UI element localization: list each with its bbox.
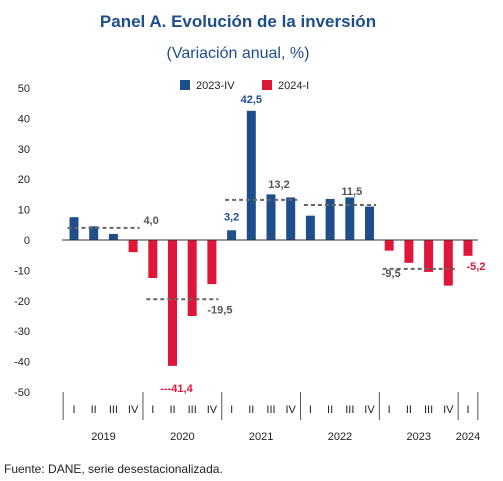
quarter-label: IV — [443, 404, 454, 416]
quarter-label: I — [388, 404, 391, 416]
year-label: 2024 — [456, 431, 480, 443]
bar — [345, 197, 355, 240]
max-label: 42,5 — [241, 94, 262, 106]
bar — [227, 230, 237, 240]
avg-label: 11,5 — [341, 186, 362, 198]
bar — [463, 240, 473, 256]
quarter-label: I — [466, 404, 469, 416]
year-label: 2022 — [328, 431, 352, 443]
bar — [424, 240, 434, 272]
quarter-label: IV — [285, 404, 296, 416]
legend-label-2023iv: 2023-IV — [196, 80, 235, 92]
value-label: 3,2 — [224, 211, 239, 223]
legend: 2023-IV 2024-I — [180, 80, 309, 92]
year-label: 2023 — [407, 431, 431, 443]
legend-swatch-2024i — [262, 80, 272, 90]
y-tick-label: -30 — [14, 326, 30, 338]
bar — [128, 240, 138, 253]
quarter-label: I — [230, 404, 233, 416]
quarter-label: III — [109, 404, 118, 416]
legend-label-2024i: 2024-I — [278, 80, 309, 92]
bar — [89, 226, 99, 240]
y-tick-label: -20 — [14, 296, 30, 308]
quarter-label: I — [151, 404, 154, 416]
bar — [207, 240, 217, 285]
legend-swatch-2023iv — [180, 80, 190, 90]
bar — [69, 217, 79, 240]
y-tick-label: -40 — [14, 357, 30, 369]
data-labels: 4,0 ---41,4 -19,5 3,2 42,5 13,2 11,5 -9,5 -5,2 — [143, 94, 485, 395]
bar — [108, 233, 118, 240]
investment-chart: Panel A. Evolución de la inversión (Vari… — [14, 12, 485, 443]
avg-label: -9,5 — [382, 268, 401, 280]
bar — [443, 240, 453, 286]
y-tick-label: -50 — [14, 387, 30, 399]
y-axis: 50 40 30 20 10 0 -10 -20 -30 -40 -50 — [14, 83, 30, 399]
quarter-label: IV — [207, 404, 218, 416]
chart-title: Panel A. Evolución de la inversión — [100, 12, 376, 31]
quarter-label: I — [309, 404, 312, 416]
quarter-label: III — [188, 404, 197, 416]
y-tick-label: 40 — [18, 113, 30, 125]
quarter-label: IV — [128, 404, 139, 416]
bars — [69, 110, 473, 366]
bar — [384, 240, 394, 251]
quarter-label: II — [169, 404, 175, 416]
quarter-label: III — [266, 404, 275, 416]
y-tick-label: 10 — [18, 205, 30, 217]
quarter-label: II — [91, 404, 97, 416]
avg-label: 13,2 — [268, 179, 289, 191]
quarter-label: I — [72, 404, 75, 416]
y-tick-label: 50 — [18, 83, 30, 95]
year-label: 2019 — [91, 431, 115, 443]
bar — [404, 240, 414, 263]
y-tick-label: 0 — [24, 235, 30, 247]
bar — [168, 240, 177, 366]
average-lines — [67, 198, 455, 301]
avg-label: 4,0 — [143, 215, 158, 227]
year-label: 2021 — [249, 431, 273, 443]
bar — [246, 110, 256, 240]
bar — [305, 215, 315, 240]
bar — [286, 197, 296, 240]
quarter-label: IV — [364, 404, 375, 416]
year-label: 2020 — [170, 431, 194, 443]
bar — [325, 198, 335, 240]
y-tick-label: -10 — [14, 265, 30, 277]
source-note: Fuente: DANE, serie desestacionalizada. — [4, 462, 223, 476]
quarter-label: III — [424, 404, 433, 416]
value-label: -5,2 — [467, 261, 486, 273]
bar — [187, 240, 197, 316]
quarter-label: II — [248, 404, 254, 416]
bar — [148, 240, 158, 278]
y-tick-label: 20 — [18, 174, 30, 186]
quarter-label: II — [327, 404, 333, 416]
bar — [365, 206, 374, 240]
avg-label: -19,5 — [207, 304, 232, 316]
quarter-label: II — [406, 404, 412, 416]
chart-subtitle: (Variación anual, %) — [167, 45, 310, 62]
bar — [266, 194, 276, 240]
min-label: ---41,4 — [160, 383, 193, 395]
quarter-label: III — [345, 404, 354, 416]
y-tick-label: 30 — [18, 144, 30, 156]
